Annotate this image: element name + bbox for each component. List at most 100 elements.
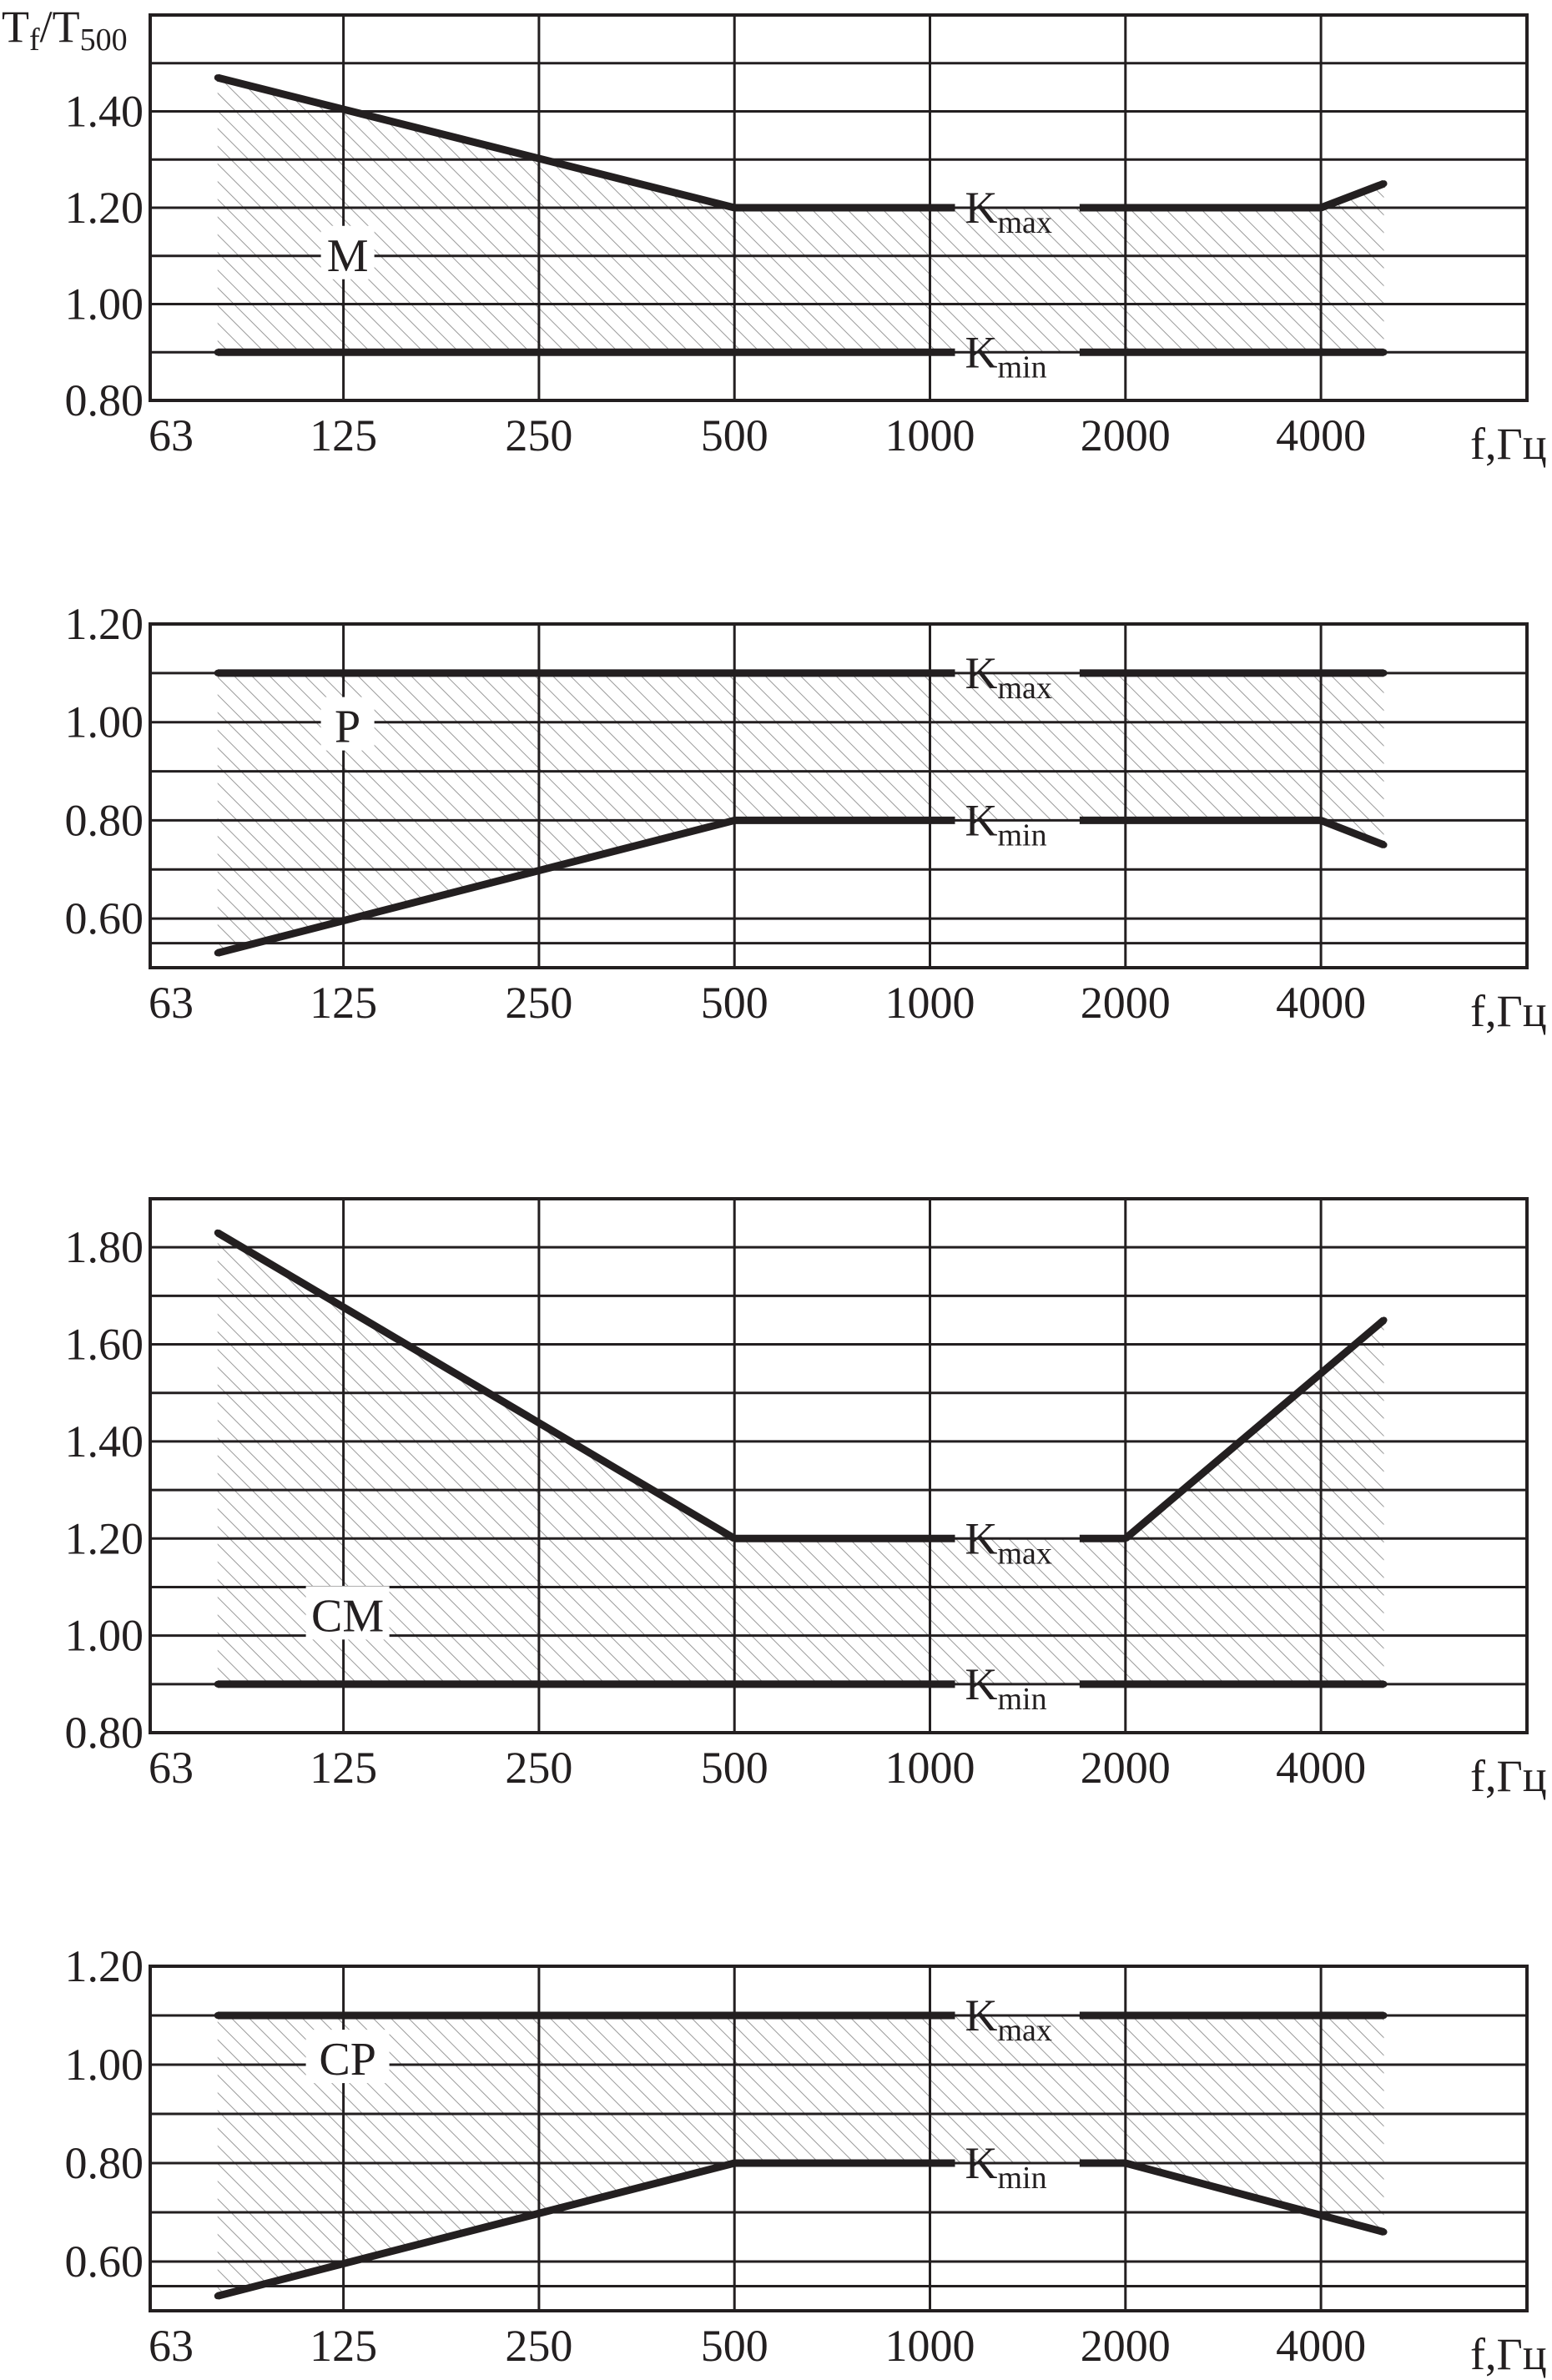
x-tick-label: 4000	[1276, 2321, 1366, 2371]
series-kmin-point	[214, 349, 221, 356]
x-tick-label: 1000	[885, 410, 975, 460]
plot-frame	[149, 1197, 1529, 1734]
x-tick-label: 250	[505, 1743, 572, 1793]
x-tick-label: 125	[310, 978, 377, 1028]
x-tick-label: 500	[701, 2321, 768, 2371]
series-kmin-point	[214, 2292, 221, 2300]
series-kmax-point	[1380, 669, 1388, 677]
shaded-region	[217, 78, 1384, 353]
series-kmax-point	[214, 669, 221, 677]
x-tick-label: 1000	[885, 2321, 975, 2371]
series-kmin-point	[214, 949, 221, 957]
x-tick-label: 63	[149, 1743, 194, 1793]
x-tick-label: 1000	[885, 1743, 975, 1793]
x-tick-label: 63	[149, 410, 194, 460]
y-tick-label: 1.20	[65, 1941, 144, 1991]
x-tick-label: 500	[701, 978, 768, 1028]
x-tick-label: 250	[505, 978, 572, 1028]
series-kmin-line	[216, 817, 736, 957]
series-label-kmin: Kmin	[965, 2138, 1047, 2196]
chart-panel-m: 0.80 1.00 1.20 1.40 63 125 250 500 1000 2000 4000 f…	[65, 13, 1547, 469]
chart-panel-cm: 0.80 1.00 1.20 1.40 1.60 1.80 63 125 250 500 1000 2…	[65, 1197, 1547, 1801]
series-kmin-point	[1380, 841, 1388, 848]
x-axis-title: f,Гц	[1470, 1751, 1547, 1801]
x-tick-label: 250	[505, 2321, 572, 2371]
series-kmin-point	[1380, 2228, 1388, 2236]
y-tick-label: 1.60	[65, 1320, 144, 1370]
y-tick-label: 0.80	[65, 2138, 144, 2188]
x-tick-label: 4000	[1276, 410, 1366, 460]
series-kmin-point	[1318, 817, 1325, 824]
x-tick-label: 63	[149, 2321, 194, 2371]
series-label-kmax: Kmax	[965, 648, 1052, 706]
y-tick-label: 1.20	[65, 183, 144, 233]
series-kmax-point	[731, 204, 738, 211]
series-label-kmax: Kmax	[965, 183, 1052, 240]
x-tick-label: 2000	[1081, 978, 1171, 1028]
shaded-region	[217, 2015, 1384, 2297]
y-tick-label: 1.20	[65, 1513, 144, 1563]
series-kmin-point	[731, 2160, 738, 2166]
plot-frame	[149, 1965, 1529, 2312]
panel-label-bg	[305, 2030, 390, 2084]
series-kmax-point	[1318, 204, 1325, 211]
x-tick-label: 500	[701, 410, 768, 460]
x-tick-label: 250	[505, 410, 572, 460]
x-tick-label: 2000	[1081, 2321, 1171, 2371]
series-label-kmin: Kmin	[965, 327, 1047, 385]
y-tick-label: 1.20	[65, 599, 144, 649]
y-tick-label: 1.00	[65, 1611, 144, 1661]
y-tick-label: 1.80	[65, 1222, 144, 1272]
panel-label-bg	[320, 697, 375, 751]
series-kmax-point	[214, 1229, 221, 1236]
series-kmax-point	[214, 2012, 221, 2019]
x-tick-label: 63	[149, 978, 194, 1028]
chart-panel-cp: 0.60 0.80 1.00 1.20 63 125 250 500 1000 2000 4000 f…	[65, 1941, 1547, 2379]
y-tick-label: 1.00	[65, 697, 144, 747]
x-axis-title: f,Гц	[1470, 986, 1547, 1036]
series-kmin-line	[1124, 2159, 1385, 2236]
series-kmax-line	[215, 1229, 737, 1542]
series-kmax-line	[216, 73, 736, 212]
x-tick-label: 125	[310, 410, 377, 460]
series-kmin-point	[731, 817, 738, 824]
series-kmin-line	[1319, 817, 1386, 849]
x-tick-label: 125	[310, 2321, 377, 2371]
x-tick-label: 2000	[1081, 1743, 1171, 1793]
series-kmax-point	[1121, 1535, 1129, 1542]
chart-panel-p: 0.60 0.80 1.00 1.20 63 125 250 500 1000 2000 4000 f…	[65, 599, 1547, 1036]
shaded-region	[217, 672, 1384, 954]
y-tick-label: 1.00	[65, 279, 144, 330]
x-axis-title: f,Гц	[1470, 2329, 1547, 2379]
x-tick-label: 1000	[885, 978, 975, 1028]
series-kmax-line	[1319, 179, 1386, 212]
y-tick-label: 1.40	[65, 1416, 144, 1467]
plot-frame	[149, 622, 1529, 969]
series-kmax-point	[1380, 2012, 1388, 2019]
plot-frame	[149, 13, 1529, 402]
y-tick-label: 0.60	[65, 893, 144, 943]
x-tick-label: 4000	[1276, 978, 1366, 1028]
panel-label: P	[335, 702, 360, 753]
shaded-region	[217, 1232, 1384, 1684]
series-label-kmax: Kmax	[965, 1513, 1052, 1571]
y-tick-label: 1.00	[65, 2040, 144, 2090]
series-kmin-point	[214, 1680, 221, 1688]
y-tick-label: 0.60	[65, 2237, 144, 2287]
panel-label-bg	[320, 225, 375, 279]
panel-label: M	[327, 230, 369, 282]
series-kmin-point	[1380, 1680, 1388, 1688]
series-kmax-point	[1380, 1316, 1388, 1324]
series-label-kmin: Kmin	[965, 1659, 1047, 1717]
series-label-kmin: Kmin	[965, 795, 1047, 853]
series-kmax-point	[731, 1535, 738, 1542]
y-axis-title: Tf/T500	[2, 2, 128, 58]
series-kmin-line	[216, 2159, 736, 2300]
x-tick-label: 2000	[1081, 410, 1171, 460]
x-axis-title: f,Гц	[1470, 419, 1547, 469]
y-tick-label: 0.80	[65, 795, 144, 845]
y-tick-label: 0.80	[65, 1708, 144, 1758]
y-tick-label: 0.80	[65, 375, 144, 425]
x-tick-label: 500	[701, 1743, 768, 1793]
